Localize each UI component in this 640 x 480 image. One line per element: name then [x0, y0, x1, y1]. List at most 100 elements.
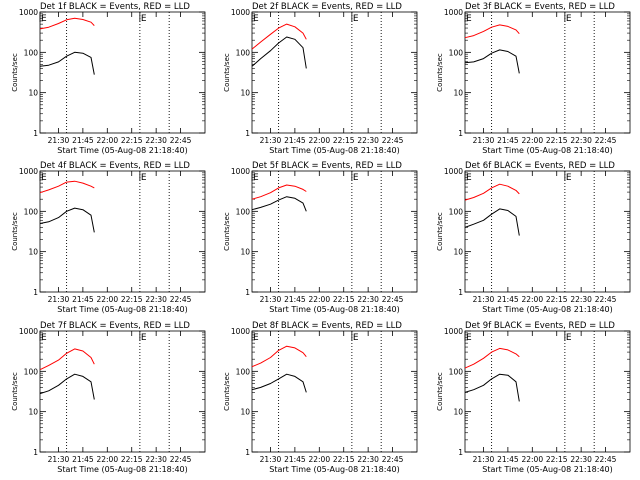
- panel-title: Det 2f BLACK = Events, RED = LLD: [252, 2, 402, 12]
- y-tick-label: 10: [453, 89, 463, 98]
- x-tick-label: 22:30: [357, 295, 379, 304]
- plot-frame: [464, 330, 631, 453]
- lld-series-line: [251, 184, 307, 200]
- events-series-line: [39, 51, 95, 75]
- panel-6: Det 6f BLACK = Events, RED = LLD E E 1 10 100…: [436, 161, 631, 314]
- y-axis-label: Counts/sec: [223, 372, 231, 411]
- x-tick-label: 21:30: [473, 295, 495, 304]
- panel-title: Det 4f BLACK = Events, RED = LLD: [40, 161, 190, 171]
- y-tick-label: 10: [453, 248, 463, 257]
- lld-series-line: [251, 23, 307, 50]
- lld-series-line: [464, 24, 520, 39]
- panel-title: Det 8f BLACK = Events, RED = LLD: [252, 321, 402, 331]
- y-axis-label: Counts/sec: [436, 212, 444, 251]
- event-marker: E: [353, 173, 359, 183]
- event-marker: E: [253, 14, 259, 24]
- x-tick-label: 22:00: [96, 295, 118, 304]
- y-tick-label: 100: [449, 48, 464, 57]
- event-marker: E: [141, 14, 147, 24]
- y-tick-label: 1: [245, 288, 250, 297]
- event-marker: E: [466, 333, 472, 343]
- lld-series-line: [251, 345, 307, 368]
- event-marker: E: [353, 333, 359, 343]
- x-tick-label: 21:45: [72, 136, 94, 145]
- panel-4: Det 4f BLACK = Events, RED = LLD E E 1 10 100…: [11, 161, 206, 314]
- x-tick-label: 21:45: [497, 136, 519, 145]
- x-axis-label: Start Time (05-Aug-08 21:18:40): [57, 465, 188, 474]
- y-axis-label: Counts/sec: [436, 53, 444, 92]
- plot-frame: [39, 11, 206, 134]
- plot-frame: [251, 11, 418, 134]
- plot-frame: [464, 11, 631, 134]
- x-axis-label: Start Time (05-Aug-08 21:18:40): [57, 146, 188, 155]
- event-marker: E: [566, 333, 572, 343]
- y-tick-label: 1000: [444, 167, 463, 176]
- event-marker: E: [141, 333, 147, 343]
- y-tick-label: 100: [236, 367, 251, 376]
- plot-frame: [39, 330, 206, 453]
- x-tick-label: 22:30: [357, 455, 379, 464]
- plot-frame: [464, 170, 631, 293]
- y-tick-label: 1000: [444, 327, 463, 336]
- x-tick-label: 21:45: [497, 295, 519, 304]
- x-tick-label: 22:45: [170, 455, 192, 464]
- x-tick-label: 22:30: [570, 295, 592, 304]
- x-tick-label: 22:15: [121, 136, 143, 145]
- x-tick-label: 22:30: [145, 136, 167, 145]
- y-tick-label: 1: [458, 129, 463, 138]
- events-series-line: [251, 196, 307, 212]
- y-tick-label: 1000: [231, 167, 250, 176]
- y-axis-label: Counts/sec: [11, 212, 19, 251]
- y-tick-label: 1000: [19, 8, 38, 17]
- panel-5: Det 5f BLACK = Events, RED = LLD E E 1 10 100…: [223, 161, 418, 314]
- x-tick-label: 21:30: [48, 295, 70, 304]
- events-series-line: [251, 36, 307, 69]
- lld-series-line: [39, 180, 95, 194]
- event-marker: E: [566, 14, 572, 24]
- x-tick-label: 22:00: [521, 136, 543, 145]
- y-tick-label: 10: [28, 248, 38, 257]
- x-tick-label: 22:15: [121, 295, 143, 304]
- x-tick-label: 22:15: [546, 136, 568, 145]
- x-tick-label: 22:30: [570, 455, 592, 464]
- y-tick-label: 100: [236, 207, 251, 216]
- x-tick-label: 21:30: [473, 136, 495, 145]
- x-tick-label: 22:45: [170, 295, 192, 304]
- y-axis-label: Counts/sec: [223, 212, 231, 251]
- y-tick-label: 100: [449, 367, 464, 376]
- y-axis-label: Counts/sec: [223, 53, 231, 92]
- lld-series-line: [464, 347, 520, 369]
- x-tick-label: 22:30: [357, 136, 379, 145]
- events-series-line: [464, 373, 520, 402]
- y-tick-label: 1: [33, 288, 38, 297]
- x-tick-label: 21:45: [497, 455, 519, 464]
- events-series-line: [251, 373, 307, 393]
- x-axis-label: Start Time (05-Aug-08 21:18:40): [269, 465, 400, 474]
- x-tick-label: 22:30: [145, 455, 167, 464]
- y-axis-label: Counts/sec: [11, 372, 19, 411]
- y-tick-label: 1: [33, 448, 38, 457]
- x-tick-label: 22:00: [308, 136, 330, 145]
- panel-9: Det 9f BLACK = Events, RED = LLD E E 1 10 100…: [436, 321, 631, 474]
- plot-frame: [39, 170, 206, 293]
- x-tick-label: 22:45: [595, 295, 617, 304]
- panel-1: Det 1f BLACK = Events, RED = LLD E E 1 10 100…: [11, 2, 206, 155]
- x-tick-label: 21:30: [48, 455, 70, 464]
- x-tick-label: 21:30: [473, 455, 495, 464]
- x-tick-label: 21:30: [260, 455, 282, 464]
- y-tick-label: 100: [24, 48, 39, 57]
- events-series-line: [39, 373, 95, 400]
- y-tick-label: 10: [28, 89, 38, 98]
- y-tick-label: 1: [245, 129, 250, 138]
- event-marker: E: [566, 173, 572, 183]
- x-tick-label: 22:45: [170, 136, 192, 145]
- events-series-line: [464, 208, 520, 236]
- x-tick-label: 22:15: [333, 455, 355, 464]
- y-tick-label: 1: [458, 288, 463, 297]
- y-tick-label: 1000: [19, 327, 38, 336]
- x-tick-label: 22:45: [382, 136, 404, 145]
- y-tick-label: 1000: [231, 327, 250, 336]
- y-tick-label: 100: [24, 207, 39, 216]
- x-tick-label: 22:45: [382, 455, 404, 464]
